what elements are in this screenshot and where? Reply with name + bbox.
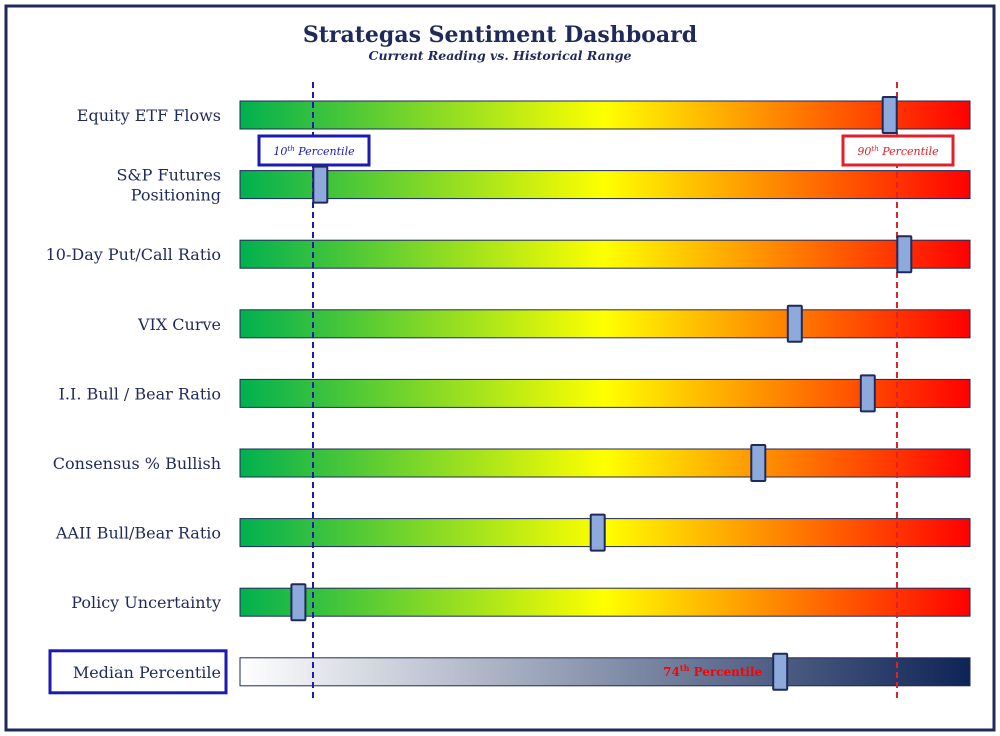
reference-label-box (841, 134, 955, 167)
percentile-marker (290, 583, 307, 622)
sentiment-bar (239, 378, 971, 408)
sentiment-bar (239, 170, 971, 200)
chart-subtitle: Current Reading vs. Historical Range (369, 48, 632, 63)
percentile-marker (786, 304, 803, 343)
row-label: I.I. Bull / Bear Ratio (59, 384, 221, 403)
sentiment-bar (239, 239, 971, 269)
median-label-box (48, 649, 228, 695)
row-label: Policy Uncertainty (71, 593, 221, 612)
row-label: Consensus % Bullish (53, 454, 221, 473)
reference-label-box (257, 134, 371, 167)
sentiment-bar (239, 100, 971, 130)
sentiment-bar (239, 448, 971, 478)
sentiment-bar (239, 309, 971, 339)
median-marker (772, 652, 789, 691)
reference-label: 90th Percentile (857, 145, 939, 158)
median-bar (239, 657, 971, 687)
row-label: 10-Day Put/Call Ratio (46, 245, 221, 264)
row-label: Positioning (131, 186, 221, 205)
percentile-marker (750, 444, 767, 482)
percentile-marker (859, 374, 876, 413)
row-label: Equity ETF Flows (77, 106, 221, 125)
median-annotation: 74th Percentile (663, 663, 762, 679)
reference-label: 10th Percentile (273, 145, 355, 158)
percentile-marker (312, 165, 329, 204)
row-label: AAII Bull/Bear Ratio (55, 524, 221, 543)
row-label: VIX Curve (137, 315, 221, 334)
row-label: S&P Futures (116, 166, 221, 185)
percentile-marker (589, 513, 606, 552)
median-label: Median Percentile (73, 663, 221, 682)
percentile-marker (881, 96, 898, 134)
sentiment-bar (239, 587, 971, 617)
percentile-marker (896, 235, 913, 274)
chart-title: Strategas Sentiment Dashboard (303, 22, 697, 48)
